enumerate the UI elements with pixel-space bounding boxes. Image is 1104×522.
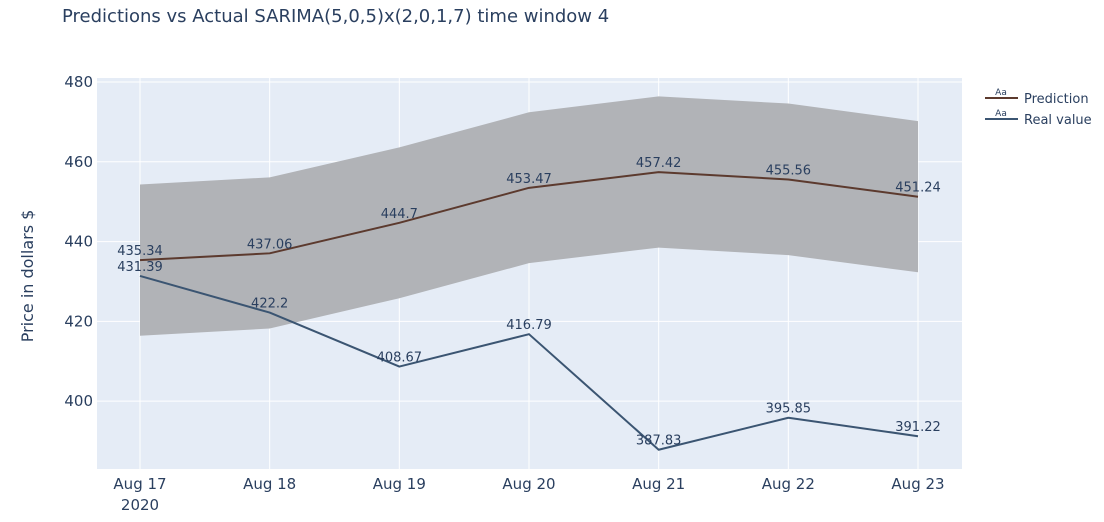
real-value-data-label: 391.22 [895,420,941,435]
prediction-data-label: 457.42 [636,156,682,171]
x-tick-label: Aug 23 [891,475,944,493]
real-value-data-label: 408.67 [377,351,423,366]
real-value-data-label: 431.39 [117,260,163,275]
y-tick-label: 440 [64,233,93,251]
real-value-line [139,274,919,451]
confidence-band-layer [140,96,918,336]
data-labels: 435.34 437.06 444.7 453.47 457.42 455.56 451.2… [117,156,941,449]
series-lines [139,171,919,451]
prediction-data-label: 437.06 [247,237,293,252]
real-value-data-label: 416.79 [506,318,552,333]
real-value-data-label: 387.83 [636,434,682,449]
legend[interactable]: Aa Prediction Aa Real value [985,88,1092,128]
x-tick-label: Aug 19 [373,475,426,493]
x-tick-label: Aug 17 [113,475,166,493]
prediction-data-label: 455.56 [766,164,812,179]
legend-label: Real value [1024,113,1092,128]
x-tick-label: Aug 21 [632,475,685,493]
legend-symbol-text: Aa [995,109,1007,119]
x-tick-label: Aug 22 [762,475,815,493]
real-value-data-label: 422.2 [251,297,288,312]
x-year-label: 2020 [121,496,159,514]
confidence-band [140,96,918,336]
prediction-data-label: 435.34 [117,244,163,259]
real-value-data-label: 395.85 [766,402,812,417]
x-tick-label: Aug 18 [243,475,296,493]
y-tick-label: 400 [64,392,93,410]
y-tick-label: 460 [64,153,93,171]
legend-label: Prediction [1024,92,1089,107]
legend-item-real-value[interactable]: Aa Real value [985,109,1092,128]
y-tick-label: 480 [64,73,93,91]
chart-title: Predictions vs Actual SARIMA(5,0,5)x(2,0… [62,6,610,27]
prediction-data-label: 453.47 [506,172,552,187]
legend-item-prediction[interactable]: Aa Prediction [985,88,1089,107]
y-tick-label: 420 [64,312,93,330]
axes: 400 420 440 460 480 Aug 17 Aug 18 Aug 19 Aug 20 A… [64,73,944,514]
x-tick-label: Aug 20 [502,475,555,493]
y-axis-label: Price in dollars $ [18,210,37,343]
legend-symbol-text: Aa [995,88,1007,98]
prediction-data-label: 444.7 [381,207,418,222]
prediction-data-label: 451.24 [895,181,941,196]
prediction-line [139,171,919,262]
